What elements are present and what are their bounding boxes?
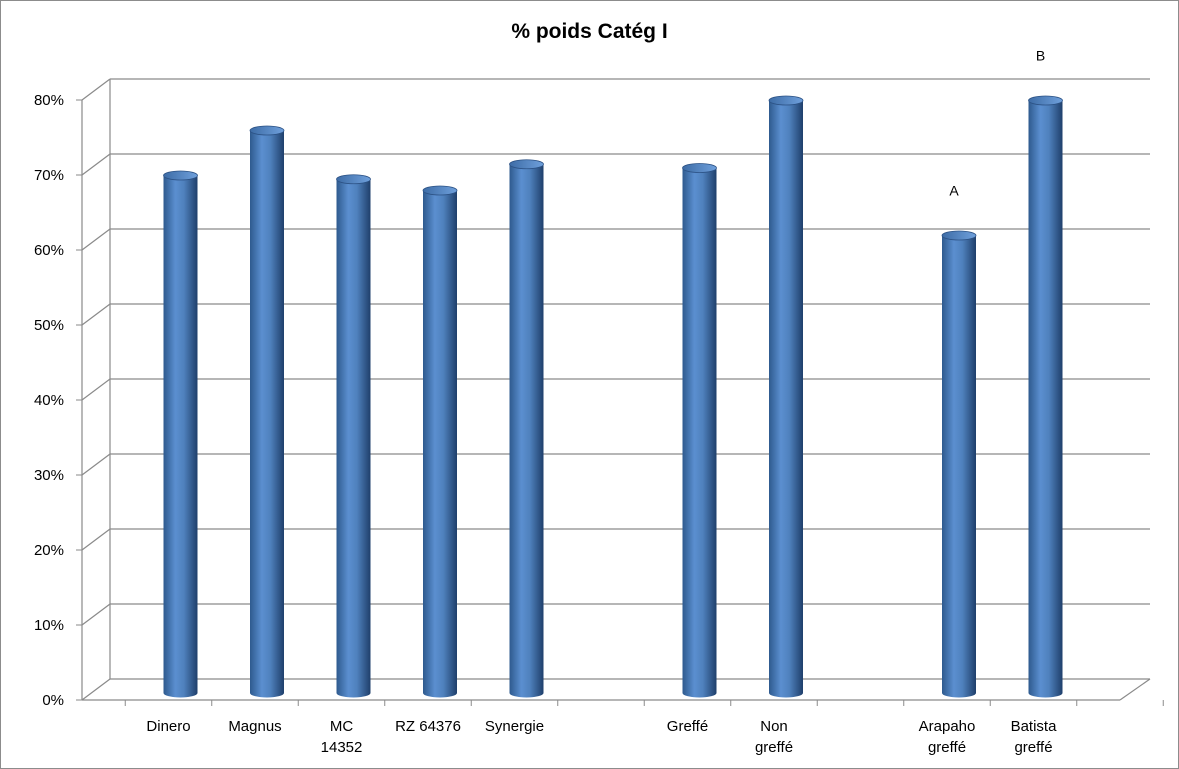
x-tick-label: greffé (755, 739, 793, 756)
chart-title: % poids Catég I (511, 20, 668, 43)
x-tick-label: RZ 64376 (395, 718, 461, 735)
gridline-diagonal (81, 78, 111, 101)
gridline-diagonal (81, 153, 111, 176)
gridline-diagonal (81, 378, 111, 401)
bar-dinero (163, 170, 198, 698)
bar-body (423, 190, 457, 698)
bar-cap (682, 163, 717, 173)
gridline-diagonal (81, 528, 111, 551)
bar-annotation: B (1036, 48, 1045, 64)
y-tick-label: 50% (34, 317, 64, 334)
bar-body (769, 100, 803, 698)
gridline-diagonal (81, 603, 111, 626)
floor-edge (1119, 678, 1151, 701)
bar-greffé (682, 163, 717, 698)
bar-rz-64376 (422, 185, 458, 698)
x-tick-label: Batista (1011, 718, 1058, 735)
y-tick-label: 40% (34, 392, 64, 409)
bar-body (1028, 100, 1063, 698)
gridline-diagonal (81, 303, 111, 326)
x-tick-label: greffé (1014, 739, 1052, 756)
gridline-diagonal (81, 453, 111, 476)
bar-body (163, 175, 198, 698)
bar-cap (768, 95, 804, 106)
x-tick-label: Dinero (146, 718, 190, 735)
y-tick-label: 60% (34, 242, 64, 259)
x-tick-label: Greffé (667, 718, 708, 735)
bar-synergie (509, 159, 544, 698)
bar-cap (249, 125, 285, 136)
bar-non-greffé (768, 95, 804, 698)
bar-body (250, 130, 284, 698)
y-tick-label: 80% (34, 92, 64, 109)
bar-cap (422, 185, 458, 196)
gridline-diagonal (81, 678, 111, 701)
bar-body (336, 179, 371, 698)
bar-cap (1028, 95, 1063, 106)
x-tick-label: MC (330, 718, 353, 735)
gridline-diagonal (81, 228, 111, 251)
y-tick-label: 20% (34, 542, 64, 559)
y-tick-label: 0% (42, 692, 64, 709)
bar-body (509, 164, 544, 698)
x-tick-label: 14352 (321, 739, 363, 756)
bar-cap (163, 170, 198, 181)
y-tick-label: 70% (34, 167, 64, 184)
x-tick-label: Non (760, 718, 788, 735)
bar-cap (941, 230, 977, 241)
x-tick-label: Magnus (228, 718, 281, 735)
y-tick-label: 10% (34, 617, 64, 634)
bar-arapaho-greffé (941, 230, 977, 698)
bar-mc-14352 (336, 174, 371, 698)
bar-body (942, 235, 976, 698)
x-tick-label: greffé (928, 739, 966, 756)
bar-annotation: A (949, 183, 959, 199)
bar-cap (509, 159, 544, 170)
x-tick-label: Synergie (485, 718, 544, 735)
bar-batista-greffé (1028, 95, 1063, 698)
bar-body (682, 168, 717, 698)
bar-cap (336, 174, 371, 185)
x-tick-label: Arapaho (919, 718, 976, 735)
y-tick-label: 30% (34, 467, 64, 484)
bar-magnus (249, 125, 285, 698)
